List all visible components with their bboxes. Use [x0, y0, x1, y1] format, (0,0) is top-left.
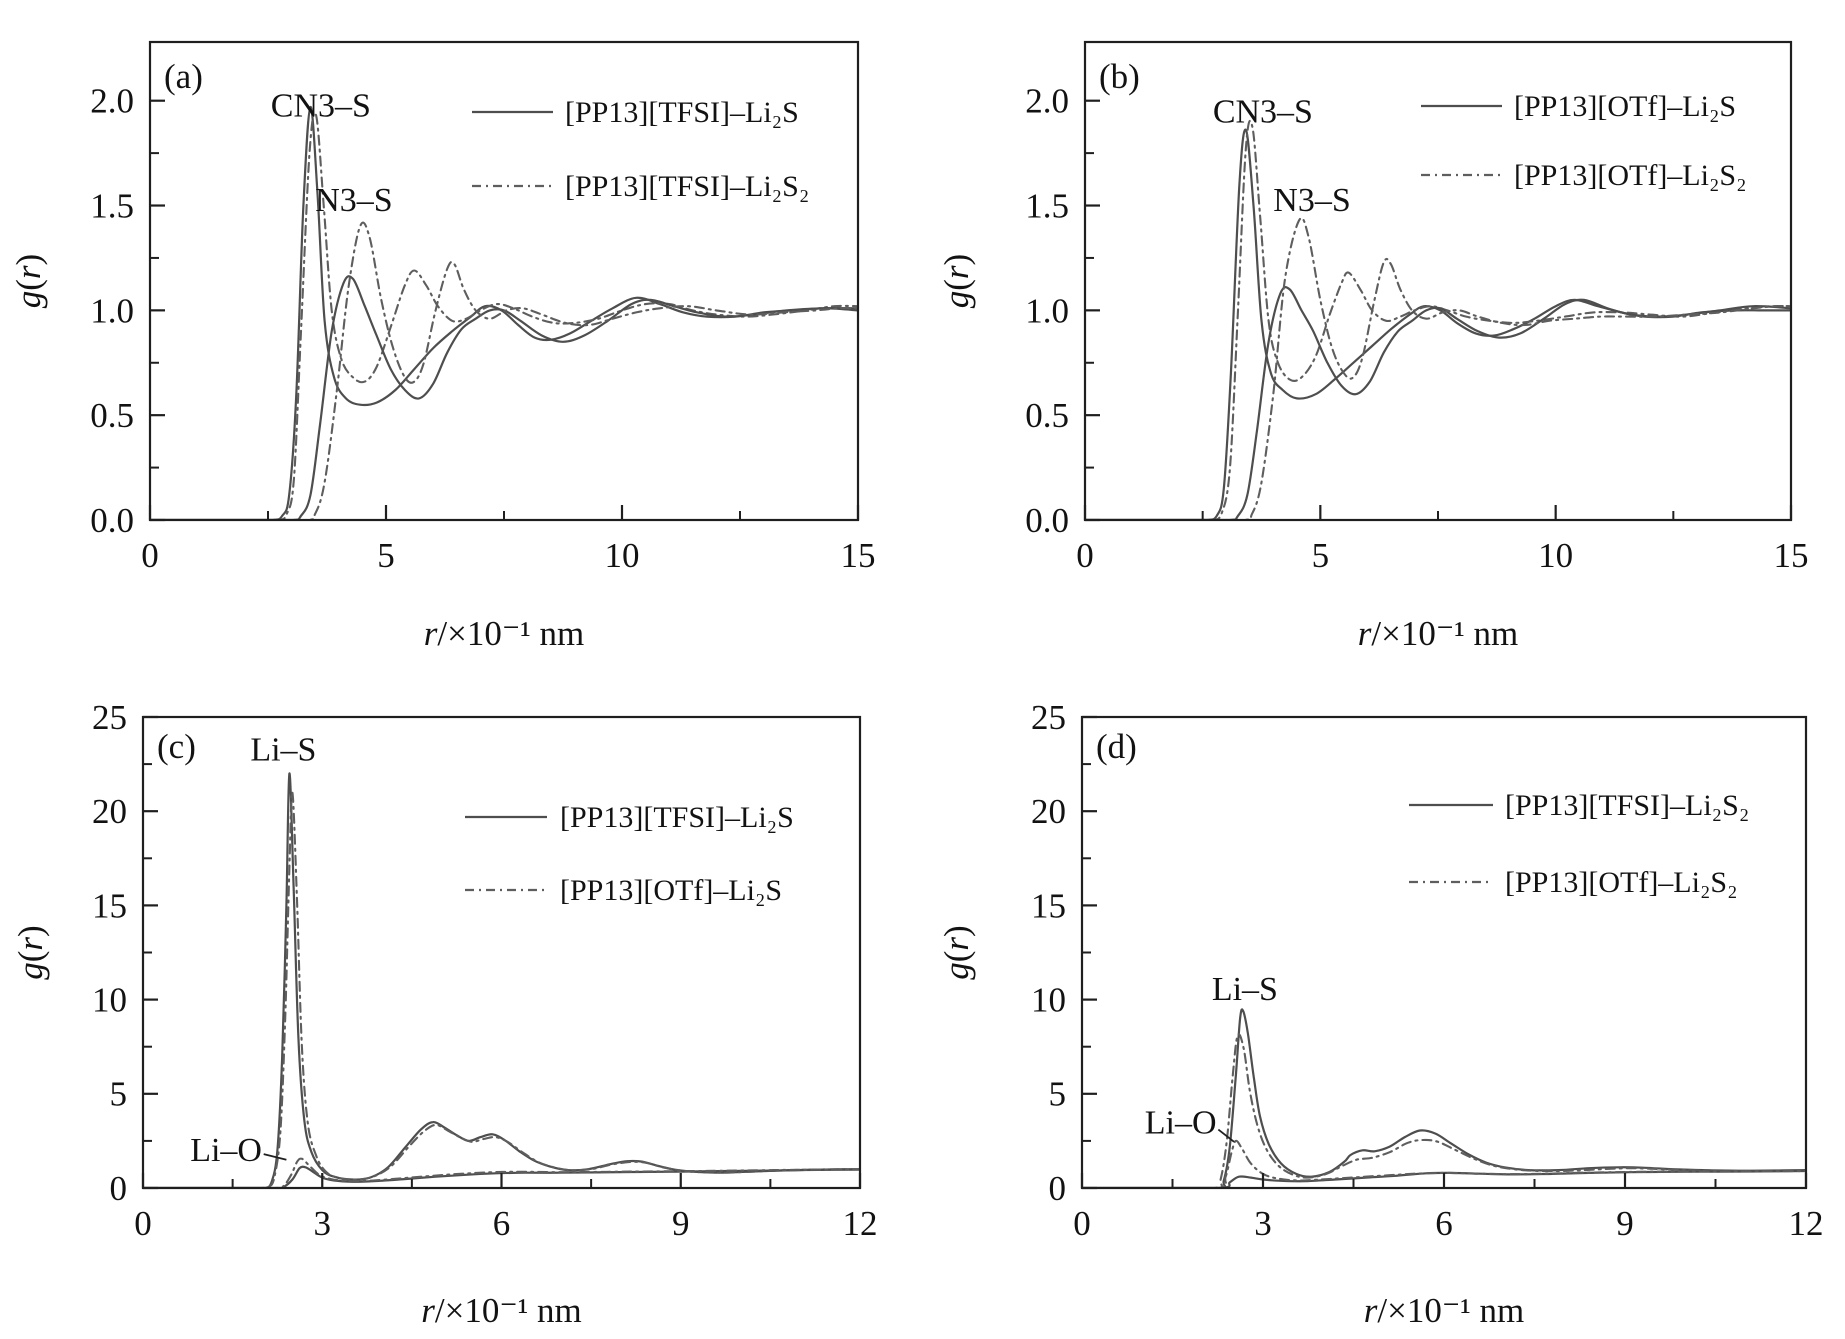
curves-group [150, 105, 858, 520]
x-tick-label: 12 [843, 1204, 878, 1243]
panel-a-chart: 0 5 10 15 0.0 0.5 1.0 1.5 2.0 (a) [PP13][TFSI]–Li₂… [9, 40, 876, 653]
y-tick-label: 0.5 [1025, 396, 1069, 435]
legend-label: [PP13][OTf]–Li₂S₂ [1505, 866, 1738, 899]
y-axis-title: g(r) [937, 925, 976, 979]
x-tick-label: 0 [1073, 1204, 1091, 1243]
legend-label: [PP13][OTf]–Li₂S [1514, 90, 1736, 123]
y-tick-label: 0.0 [1025, 501, 1069, 540]
y-tick-label: 20 [92, 792, 127, 831]
legend-label: [PP13][TFSI]–Li₂S [565, 96, 799, 129]
curves-group [1082, 1008, 1806, 1188]
y-axis-title: g(r) [11, 925, 50, 979]
legend-label: [PP13][OTf]–Li₂S₂ [1514, 159, 1747, 192]
x-axis-title: r/×10⁻¹ nm [1364, 1291, 1525, 1330]
y-tick-label: 0 [1049, 1169, 1067, 1208]
x-axis-title: r/×10⁻¹ nm [1358, 614, 1519, 653]
legend-label: [PP13][TFSI]–Li₂S [560, 801, 794, 834]
panel-letter: (a) [164, 57, 203, 96]
y-tick-label: 1.0 [1025, 291, 1069, 330]
x-tick-label: 15 [841, 536, 876, 575]
x-tick-label: 12 [1789, 1204, 1824, 1243]
y-tick-label: 1.0 [90, 291, 134, 330]
x-tick-label: 3 [1254, 1204, 1272, 1243]
x-tick-label: 6 [493, 1204, 511, 1243]
x-tick-label: 9 [1616, 1204, 1634, 1243]
curve-lis-dashdot [1082, 1033, 1806, 1188]
y-tick-label: 10 [92, 981, 127, 1020]
panel-c-chart: 0 3 6 9 12 0 5 10 15 20 25 (c) [PP13][TFSI]–Li₂S [PP1… [11, 698, 878, 1330]
y-tick-label: 5 [1049, 1075, 1067, 1114]
x-axis-title: r/×10⁻¹ nm [424, 614, 585, 653]
annotation-cn3s: CN3–S [271, 87, 371, 124]
curve-n3s-dashdot [150, 221, 858, 520]
x-tick-label: 0 [141, 536, 159, 575]
y-tick-label: 25 [92, 698, 127, 737]
annotation-lio: Li–O [1145, 1105, 1217, 1142]
panel-letter: (b) [1099, 57, 1140, 96]
curve-lis-dashdot [143, 790, 860, 1188]
annotation-lis: Li–S [250, 732, 316, 769]
panel-letter: (d) [1096, 727, 1137, 766]
curve-lis-solid [143, 772, 860, 1188]
annotation-lio: Li–O [190, 1132, 262, 1169]
y-tick-label: 0.0 [90, 501, 134, 540]
curves-group [143, 772, 860, 1188]
x-tick-label: 5 [377, 536, 395, 575]
y-axis-title: g(r) [937, 254, 976, 308]
x-tick-label: 6 [1435, 1204, 1453, 1243]
x-tick-label: 10 [1538, 536, 1573, 575]
annotation-pointer-line [263, 1153, 287, 1161]
y-tick-label: 0 [110, 1169, 128, 1208]
annotation-n3s: N3–S [1273, 182, 1350, 219]
y-tick-label: 2.0 [90, 82, 134, 121]
annotation-cn3s: CN3–S [1213, 94, 1313, 131]
x-axis-title: r/×10⁻¹ nm [421, 1291, 582, 1330]
y-tick-label: 20 [1031, 792, 1066, 831]
x-tick-label: 3 [314, 1204, 332, 1243]
x-tick-label: 15 [1774, 536, 1809, 575]
y-tick-label: 15 [1031, 886, 1066, 925]
plot-frame [141, 715, 862, 1190]
panel-b: 0 5 10 15 0.0 0.5 1.0 1.5 2.0 (b) [PP13][OTf]–Li₂S… [923, 0, 1845, 669]
panel-b-chart: 0 5 10 15 0.0 0.5 1.0 1.5 2.0 (b) [PP13][OTf]–Li₂S… [937, 40, 1809, 653]
curve-cn3s-solid [150, 105, 858, 520]
annotation-n3s: N3–S [315, 182, 392, 219]
panel-letter: (c) [157, 727, 196, 766]
legend-label: [PP13][OTf]–Li₂S [560, 874, 782, 907]
legend-label: [PP13][TFSI]–Li₂S₂ [565, 170, 809, 203]
y-tick-label: 0.5 [90, 396, 134, 435]
curves-group [1085, 119, 1791, 520]
y-tick-label: 1.5 [90, 186, 134, 225]
curve-cn3s-dashdot [150, 111, 858, 520]
curve-n3s-dashdot [1085, 216, 1791, 520]
curve-n3s-solid [150, 275, 858, 520]
x-tick-label: 9 [672, 1204, 690, 1243]
x-tick-label: 5 [1312, 536, 1330, 575]
curve-cn3s-dashdot [1085, 119, 1791, 520]
x-tick-label: 0 [1076, 536, 1094, 575]
panel-d-chart: 0 3 6 9 12 0 5 10 15 20 25 (d) [PP13][TFSI]–Li₂S₂ [PP… [937, 698, 1824, 1330]
x-tick-label: 10 [605, 536, 640, 575]
y-tick-label: 15 [92, 886, 127, 925]
x-tick-label: 0 [134, 1204, 152, 1243]
curve-lio-dashdot [1082, 1139, 1806, 1188]
y-axis-title: g(r) [9, 254, 48, 308]
annotation-lis: Li–S [1212, 971, 1278, 1008]
panel-c: 0 3 6 9 12 0 5 10 15 20 25 (c) [PP13][TFSI]–Li₂S [PP1… [0, 669, 923, 1339]
y-tick-label: 10 [1031, 981, 1066, 1020]
y-tick-label: 25 [1031, 698, 1066, 737]
curve-lio-dashdot [143, 1157, 860, 1188]
panel-d: 0 3 6 9 12 0 5 10 15 20 25 (d) [PP13][TFSI]–Li₂S₂ [PP… [923, 669, 1845, 1339]
y-tick-label: 5 [110, 1075, 128, 1114]
panel-a: 0 5 10 15 0.0 0.5 1.0 1.5 2.0 (a) [PP13][TFSI]–Li₂… [0, 0, 923, 669]
legend-label: [PP13][TFSI]–Li₂S₂ [1505, 789, 1749, 822]
annotation-pointer-line [1217, 1128, 1235, 1143]
curve-n3s-solid [1085, 286, 1791, 520]
y-tick-label: 1.5 [1025, 186, 1069, 225]
curve-lis-solid [1082, 1008, 1806, 1188]
y-tick-label: 2.0 [1025, 82, 1069, 121]
